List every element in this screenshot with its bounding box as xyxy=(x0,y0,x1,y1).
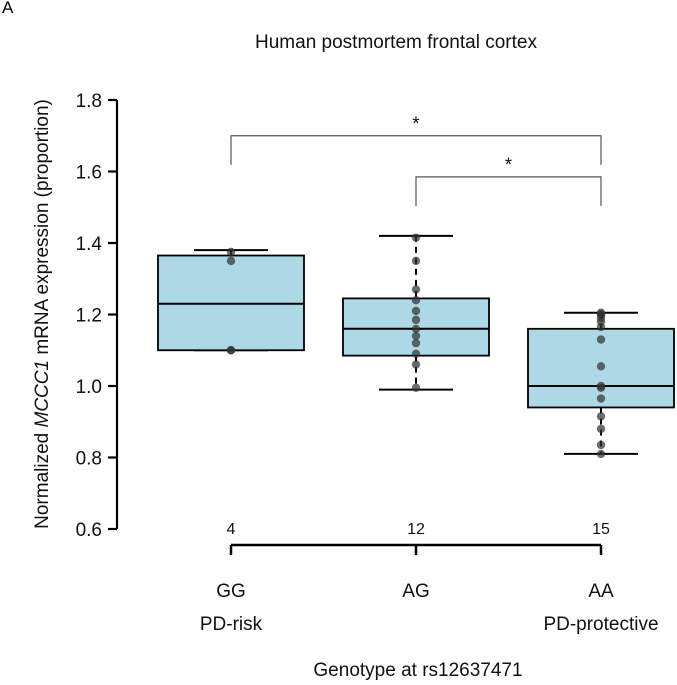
data-point xyxy=(411,383,421,392)
x-axis: 4 GG PD-risk 12 AG 15 AA PD-protective xyxy=(200,521,659,635)
y-axis-label-suffix: mRNA expression (proportion) xyxy=(32,99,53,360)
data-point xyxy=(226,346,236,355)
x-tick-label: AG xyxy=(402,581,429,602)
data-point xyxy=(411,349,421,359)
data-point xyxy=(411,360,421,369)
x-axis-label: Genotype at rs12637471 xyxy=(313,660,522,681)
significance-bracket xyxy=(415,176,602,206)
data-point xyxy=(596,362,606,371)
data-point xyxy=(596,412,606,421)
y-axis-label: Normalized MCCC1 mRNA expression (propor… xyxy=(32,99,53,529)
y-tick-label: 1.6 xyxy=(76,163,102,184)
data-point xyxy=(596,424,606,434)
y-tick-label: 1.8 xyxy=(76,91,102,112)
panel-label: A xyxy=(2,0,14,17)
y-tick-label: 0.6 xyxy=(76,520,102,541)
y-tick-label: 0.8 xyxy=(76,449,102,470)
y-axis-label-gene: MCCC1 xyxy=(32,360,53,428)
y-tick-label: 1.2 xyxy=(76,306,102,327)
significance-label: * xyxy=(505,155,513,176)
x-tick-sublabel: PD-protective xyxy=(543,614,658,635)
data-point xyxy=(411,306,421,316)
data-point xyxy=(596,310,606,319)
data-point xyxy=(411,331,421,341)
data-point xyxy=(411,315,421,325)
y-tick-label: 1.0 xyxy=(76,377,102,398)
data-point xyxy=(411,256,421,266)
chart-title: Human postmortem frontal cortex xyxy=(255,32,537,53)
data-point xyxy=(596,381,606,391)
data-point xyxy=(411,285,421,294)
x-tick-label: AA xyxy=(588,581,614,602)
data-point xyxy=(226,256,236,266)
data-point xyxy=(596,449,606,459)
data-point xyxy=(411,324,421,333)
significance-brackets: ** xyxy=(230,114,602,206)
y-axis-label-prefix: Normalized xyxy=(32,428,53,529)
data-point xyxy=(411,233,421,242)
sample-size-label: 15 xyxy=(592,521,610,538)
significance-label: * xyxy=(412,114,420,135)
data-point xyxy=(411,338,421,348)
y-axis: 0.6 0.8 1.0 1.2 1.4 1.6 1.8 xyxy=(76,91,119,541)
data-point xyxy=(596,394,606,403)
significance-bracket xyxy=(230,135,602,165)
sample-size-label: 12 xyxy=(407,521,425,538)
sample-size-label: 4 xyxy=(227,521,236,538)
data-point xyxy=(226,247,236,257)
x-tick-sublabel: PD-risk xyxy=(200,614,263,635)
x-tick-label: GG xyxy=(216,581,246,602)
data-point xyxy=(596,440,606,450)
data-point xyxy=(411,296,421,305)
data-points xyxy=(226,233,606,459)
y-tick-label: 1.4 xyxy=(76,234,103,255)
data-point xyxy=(596,335,606,344)
